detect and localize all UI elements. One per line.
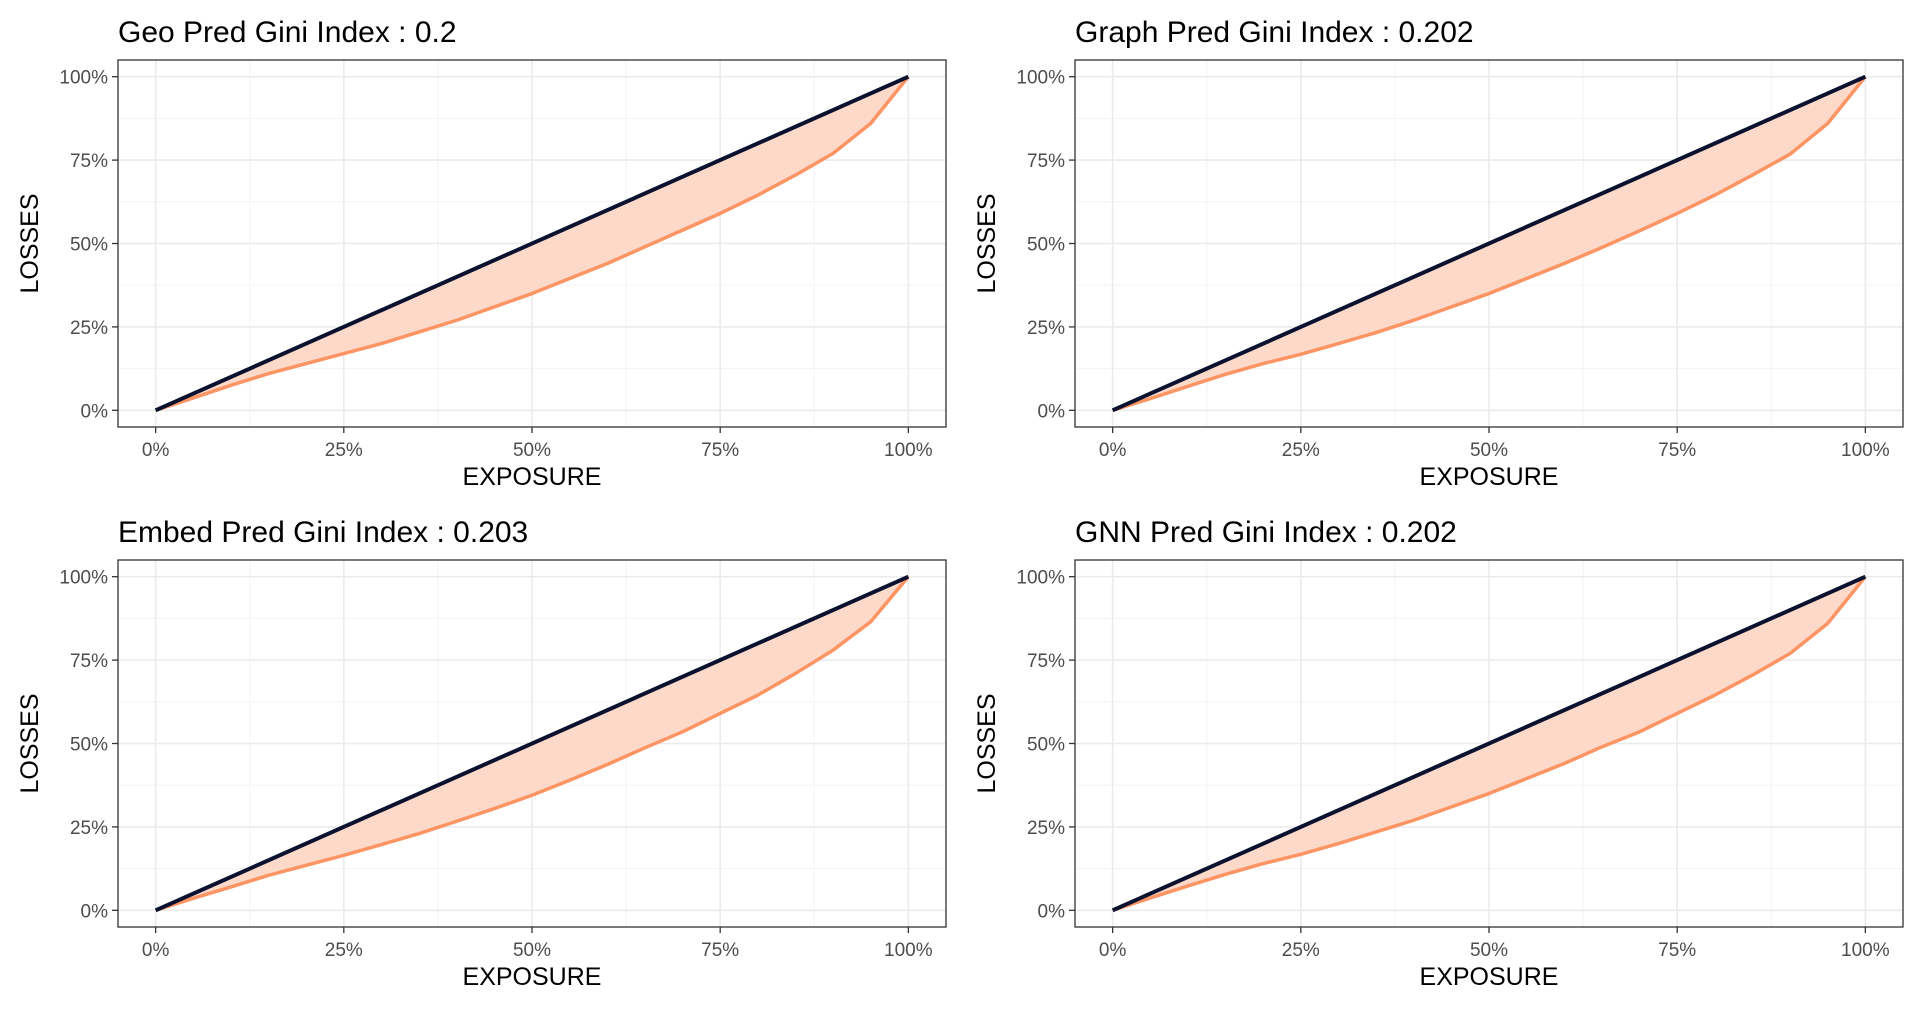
y-tick-label: 50% xyxy=(70,235,108,256)
y-axis-title: LOSSES xyxy=(16,193,44,293)
chart-title: Graph Pred Gini Index : 0.202 xyxy=(1075,16,1474,49)
chart-panel-1: 0% 0% 25% 25% 50% 50% 75% 75% 100% 100% EXPOSURE LO… xyxy=(16,16,947,491)
x-tick-label: 50% xyxy=(513,940,551,961)
y-tick-label: 25% xyxy=(1027,818,1065,839)
equality-line xyxy=(154,574,910,913)
y-tick-label: 75% xyxy=(1027,151,1065,172)
equality-line xyxy=(1111,74,1867,413)
chart-title: Embed Pred Gini Index : 0.203 xyxy=(118,516,528,549)
chart-panel-2: 0% 0% 25% 25% 50% 50% 75% 75% 100% 100% EXPOSURE LO… xyxy=(973,16,1904,491)
x-tick-label: 75% xyxy=(1658,440,1696,461)
y-tick-label: 100% xyxy=(1016,68,1065,89)
equality-line xyxy=(154,74,910,413)
chart-title: GNN Pred Gini Index : 0.202 xyxy=(1075,516,1457,549)
y-tick-label: 75% xyxy=(70,651,108,672)
y-tick-label: 75% xyxy=(70,151,108,172)
x-axis-title: EXPOSURE xyxy=(463,463,602,491)
x-axis-title: EXPOSURE xyxy=(463,963,602,991)
y-tick-label: 100% xyxy=(59,568,108,589)
x-tick-label: 25% xyxy=(1282,440,1320,461)
x-axis-title: EXPOSURE xyxy=(1420,463,1559,491)
y-axis-title: LOSSES xyxy=(16,693,44,793)
lorenz-curve-line xyxy=(155,575,910,912)
y-tick-label: 0% xyxy=(81,901,109,922)
x-tick-label: 50% xyxy=(513,440,551,461)
y-tick-label: 25% xyxy=(1027,318,1065,339)
x-tick-label: 25% xyxy=(1282,940,1320,961)
lorenz-curve-line xyxy=(1112,575,1867,912)
x-tick-label: 50% xyxy=(1470,440,1508,461)
x-tick-label: 75% xyxy=(701,440,739,461)
x-tick-label: 100% xyxy=(1841,940,1890,961)
y-tick-label: 50% xyxy=(70,735,108,756)
x-tick-label: 0% xyxy=(142,940,170,961)
x-tick-label: 0% xyxy=(1099,440,1127,461)
equality-line xyxy=(1111,574,1867,913)
x-tick-label: 50% xyxy=(1470,940,1508,961)
y-tick-label: 75% xyxy=(1027,651,1065,672)
y-tick-label: 0% xyxy=(1038,901,1066,922)
y-tick-label: 0% xyxy=(1038,401,1066,422)
x-tick-label: 0% xyxy=(142,440,170,461)
x-tick-label: 100% xyxy=(1841,440,1890,461)
x-tick-label: 100% xyxy=(884,940,933,961)
y-tick-label: 100% xyxy=(59,68,108,89)
x-tick-label: 75% xyxy=(1658,940,1696,961)
x-tick-label: 25% xyxy=(325,940,363,961)
x-tick-label: 100% xyxy=(884,440,933,461)
y-tick-label: 25% xyxy=(70,818,108,839)
chart-panel-4: 0% 0% 25% 25% 50% 50% 75% 75% 100% 100% EXPOSURE LO… xyxy=(973,516,1904,991)
lorenz-curve-line xyxy=(1112,75,1867,412)
x-tick-label: 75% xyxy=(701,940,739,961)
lorenz-curve-line xyxy=(155,75,910,412)
y-axis-title: LOSSES xyxy=(973,193,1001,293)
y-tick-label: 50% xyxy=(1027,235,1065,256)
chart-title: Geo Pred Gini Index : 0.2 xyxy=(118,16,457,49)
y-tick-label: 50% xyxy=(1027,735,1065,756)
x-tick-label: 25% xyxy=(325,440,363,461)
y-tick-label: 0% xyxy=(81,401,109,422)
y-tick-label: 100% xyxy=(1016,568,1065,589)
x-tick-label: 0% xyxy=(1099,940,1127,961)
y-tick-label: 25% xyxy=(70,318,108,339)
y-axis-title: LOSSES xyxy=(973,693,1001,793)
chart-panel-3: 0% 0% 25% 25% 50% 50% 75% 75% 100% 100% EXPOSURE LO… xyxy=(16,516,947,991)
x-axis-title: EXPOSURE xyxy=(1420,963,1559,991)
